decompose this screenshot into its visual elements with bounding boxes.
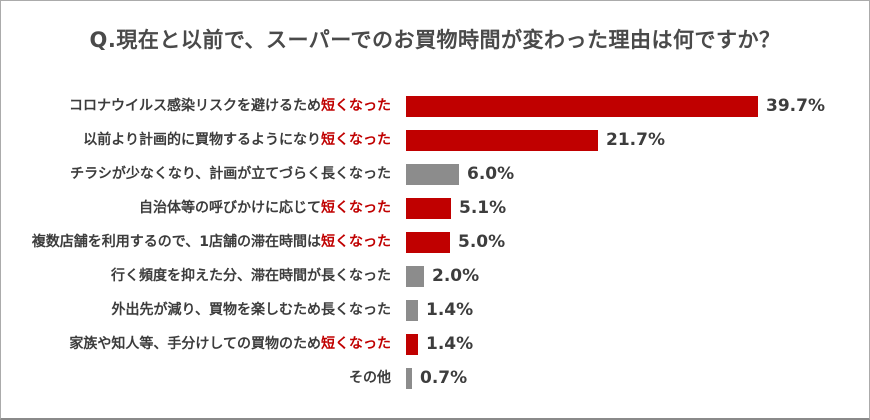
category-label-text: 外出先が減り、買物を楽しむため長くなった [111,302,391,318]
category-label-text: チラシが少なくなり、計画が立てづらく長くなった [70,166,391,182]
chart-row: 複数店舗を利用するので、1店舗の滞在時間は短くなった 5.0% [1,225,869,259]
chart-row: 自治体等の呼びかけに応じて短くなった 5.1% [1,191,869,225]
bar [406,333,418,355]
category-label-text: その他 [349,370,391,386]
chart-row: その他 0.7% [1,361,869,395]
category-label: 行く頻度を抑えた分、滞在時間が長くなった [1,269,391,283]
category-label: 複数店舗を利用するので、1店舗の滞在時間は短くなった [1,235,391,249]
value-label: 21.7% [606,129,665,150]
category-label: チラシが少なくなり、計画が立てづらく長くなった [1,167,391,181]
category-label: その他 [1,371,391,385]
chart-row: 外出先が減り、買物を楽しむため長くなった 1.4% [1,293,869,327]
category-label-highlight: 短くなった [321,336,391,352]
category-label-text: 家族や知人等、手分けしての買物のため [69,336,321,352]
value-label: 5.0% [458,231,506,252]
bar [406,231,450,253]
category-label-highlight: 短くなった [321,234,391,250]
category-label: 外出先が減り、買物を楽しむため長くなった [1,303,391,317]
bar-track: 6.0% [406,163,869,185]
category-label: 家族や知人等、手分けしての買物のため短くなった [1,337,391,351]
category-label-text: 自治体等の呼びかけに応じて [139,200,321,216]
bar-track: 1.4% [406,299,869,321]
bar-track: 1.4% [406,333,869,355]
bar-track: 2.0% [406,265,869,287]
value-label: 1.4% [426,333,474,354]
bar-track: 0.7% [406,367,869,389]
value-label: 5.1% [459,197,507,218]
bar [406,299,418,321]
category-label-text: 複数店舗を利用するので、1店舗の滞在時間は [31,234,321,250]
bar [406,129,598,151]
category-label: 自治体等の呼びかけに応じて短くなった [1,201,391,215]
value-label: 0.7% [420,367,468,388]
chart-row: 以前より計画的に買物するようになり短くなった 21.7% [1,123,869,157]
chart-row: コロナウイルス感染リスクを避けるため短くなった 39.7% [1,89,869,123]
chart-title: Q.現在と以前で、スーパーでのお買物時間が変わった理由は何ですか？ [89,28,781,52]
chart-row: チラシが少なくなり、計画が立てづらく長くなった 6.0% [1,157,869,191]
bar-track: 5.0% [406,231,869,253]
value-label: 1.4% [426,299,474,320]
bar [406,163,459,185]
bar [406,265,424,287]
category-label-highlight: 短くなった [321,200,391,216]
chart-row: 家族や知人等、手分けしての買物のため短くなった 1.4% [1,327,869,361]
bar-track: 5.1% [406,197,869,219]
bar-track: 21.7% [406,129,869,151]
value-label: 2.0% [432,265,480,286]
category-label-text: 行く頻度を抑えた分、滞在時間が長くなった [111,268,391,284]
category-label-highlight: 短くなった [321,132,391,148]
chart-row: 行く頻度を抑えた分、滞在時間が長くなった 2.0% [1,259,869,293]
category-label-highlight: 短くなった [321,98,391,114]
value-label: 6.0% [467,163,515,184]
bar [406,95,758,117]
category-label-text: コロナウイルス感染リスクを避けるため [69,98,321,114]
bar [406,367,412,389]
value-label: 39.7% [766,95,825,116]
category-label: コロナウイルス感染リスクを避けるため短くなった [1,99,391,113]
category-label-text: 以前より計画的に買物するようになり [83,132,321,148]
bar-chart: コロナウイルス感染リスクを避けるため短くなった 39.7% 以前より計画的に買物… [1,89,869,395]
bar-track: 39.7% [406,95,869,117]
category-label: 以前より計画的に買物するようになり短くなった [1,133,391,147]
bar [406,197,451,219]
